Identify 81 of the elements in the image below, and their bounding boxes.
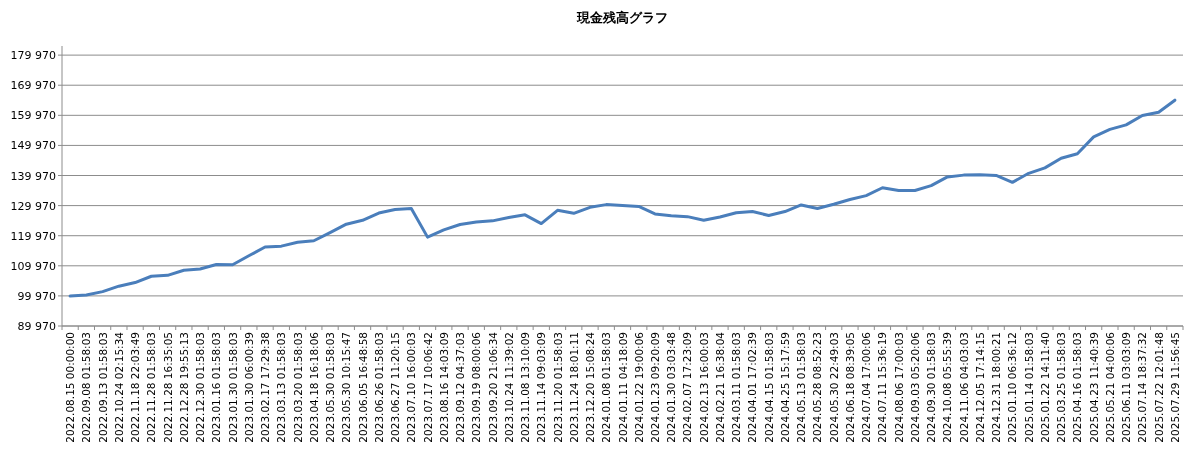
x-tick-label: 2024.02.07 17:23:09 <box>681 332 694 443</box>
y-tick-label: 89 970 <box>17 320 56 333</box>
x-tick-label: 2024.05.30 22:49:03 <box>827 332 840 443</box>
x-tick-label: 2022.11.28 01:58:03 <box>145 332 158 443</box>
y-tick-label: 139 970 <box>10 169 56 183</box>
x-tick-label: 2023.05.30 10:15:47 <box>340 332 353 443</box>
x-tick-label: 2023.03.20 01:58:03 <box>291 332 304 443</box>
x-tick-label: 2024.01.23 09:20:09 <box>648 332 661 443</box>
x-tick-label: 2023.09.19 08:00:06 <box>470 331 483 443</box>
x-tick-label: 2024.01.22 19:00:06 <box>632 331 645 443</box>
x-tick-label: 2023.11.24 18:01:11 <box>567 332 580 443</box>
chart-title: 現金残高グラフ <box>576 10 668 25</box>
x-tick-label: 2024.01.08 01:58:03 <box>600 332 613 443</box>
x-tick-label: 2025.01.22 14:11:40 <box>1038 332 1051 443</box>
x-tick-label: 2025.03.25 01:58:03 <box>1055 332 1068 443</box>
x-tick-label: 2023.06.05 16:48:58 <box>356 332 369 443</box>
x-tick-label: 2024.02.21 16:38:04 <box>713 331 726 443</box>
x-tick-label: 2024.05.28 08:52:23 <box>811 332 824 443</box>
x-tick-label: 2025.01.10 06:36:12 <box>1006 332 1019 443</box>
x-tick-label: 2023.01.30 06:00:39 <box>242 332 255 443</box>
x-tick-label: 2022.10.24 02:15:34 <box>112 331 125 443</box>
x-tick-label: 2024.07.04 17:00:06 <box>860 331 873 443</box>
y-tick-label: 149 970 <box>10 139 56 153</box>
x-tick-label: 2023.11.08 13:10:09 <box>519 332 532 443</box>
x-tick-label: 2022.12.28 19:55:13 <box>177 332 190 443</box>
y-tick-label: 169 970 <box>10 79 56 93</box>
x-tick-label: 2022.12.30 01:58:03 <box>194 332 207 443</box>
x-tick-label: 2024.12.31 18:00:21 <box>990 332 1003 443</box>
x-tick-label: 2024.11.06 04:03:03 <box>957 332 970 443</box>
x-tick-label: 2024.07.11 15:36:19 <box>876 332 889 443</box>
x-tick-label: 2025.07.22 12:01:48 <box>1152 332 1165 443</box>
y-tick-label: 99 970 <box>17 289 56 303</box>
x-tick-label: 2024.08.06 17:00:03 <box>892 332 905 443</box>
x-tick-label: 2025.04.23 11:40:39 <box>1087 332 1100 443</box>
y-tick-label: 119 970 <box>10 229 56 243</box>
x-tick-label: 2024.03.11 01:58:03 <box>730 332 743 443</box>
x-tick-label: 2023.09.20 21:06:34 <box>486 331 499 443</box>
x-tick-label: 2024.06.18 08:39:05 <box>843 332 856 443</box>
x-tick-label: 2023.09.12 04:37:03 <box>454 332 467 443</box>
x-tick-label: 2022.11.28 16:35:05 <box>161 332 174 443</box>
x-tick-label: 2023.04.18 16:18:06 <box>307 331 320 443</box>
x-tick-label: 2024.04.25 15:17:59 <box>778 332 791 443</box>
x-tick-label: 2024.04.01 17:02:39 <box>746 332 759 443</box>
x-tick-label: 2024.01.11 04:18:09 <box>616 332 629 443</box>
x-tick-label: 2023.07.10 16:00:03 <box>405 332 418 443</box>
x-tick-label: 2022.08.15 00:00:00 <box>64 332 77 443</box>
x-tick-label: 2023.06.27 11:20:15 <box>389 332 402 443</box>
x-tick-label: 2023.01.16 01:58:03 <box>210 332 223 443</box>
x-tick-label: 2025.07.14 18:37:32 <box>1136 332 1149 443</box>
x-tick-label: 2023.10.24 11:39:02 <box>502 332 515 443</box>
x-tick-label: 2023.11.14 09:03:09 <box>535 332 548 443</box>
x-tick-label: 2023.05.30 01:58:03 <box>324 332 337 443</box>
x-tick-label: 2023.03.13 01:58:03 <box>275 332 288 443</box>
x-tick-label: 2024.04.15 01:58:03 <box>762 332 775 443</box>
x-tick-label: 2025.05.21 04:00:06 <box>1103 331 1116 443</box>
x-tick-label: 2025.07.29 11:56:45 <box>1168 332 1181 443</box>
x-tick-label: 2024.10.08 05:55:39 <box>941 332 954 443</box>
x-tick-label: 2023.01.30 01:58:03 <box>226 332 239 443</box>
x-tick-label: 2023.08.16 14:03:09 <box>437 332 450 443</box>
y-tick-label: 129 970 <box>10 199 56 213</box>
x-tick-label: 2023.07.17 10:06:42 <box>421 332 434 443</box>
x-tick-label: 2024.01.30 03:03:48 <box>665 332 678 443</box>
x-tick-label: 2024.02.13 16:00:03 <box>697 332 710 443</box>
x-tick-label: 2023.11.20 01:58:03 <box>551 332 564 443</box>
y-tick-label: 159 970 <box>10 109 56 123</box>
x-tick-label: 2023.02.17 17:29:38 <box>259 332 272 443</box>
x-tick-label: 2023.12.20 15:08:24 <box>584 331 597 443</box>
x-tick-label: 2022.09.13 01:58:03 <box>96 332 109 443</box>
x-tick-label: 2025.01.14 01:58:03 <box>1022 332 1035 443</box>
x-tick-label: 2022.11.18 22:03:49 <box>129 332 142 443</box>
line-series <box>68 98 1177 298</box>
x-tick-label: 2024.09.30 01:58:03 <box>925 332 938 443</box>
x-tick-label: 2022.09.08 01:58:03 <box>80 332 93 443</box>
y-tick-label: 109 970 <box>10 259 56 273</box>
x-tick-label: 2024.12.05 17:14:15 <box>973 332 986 443</box>
x-tick-label: 2023.06.26 01:58:03 <box>372 332 385 443</box>
x-tick-label: 2024.05.13 01:58:03 <box>795 332 808 443</box>
y-tick-label: 179 970 <box>10 49 56 63</box>
x-tick-label: 2025.04.16 01:58:03 <box>1071 332 1084 443</box>
x-tick-label: 2025.06.11 03:03:09 <box>1120 332 1133 443</box>
x-tick-label: 2024.09.03 05:20:06 <box>908 331 921 443</box>
